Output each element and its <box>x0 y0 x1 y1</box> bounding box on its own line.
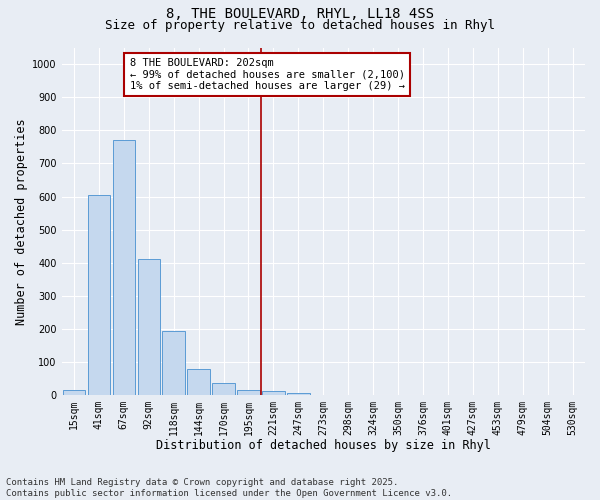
Bar <box>63 390 85 395</box>
Bar <box>137 260 160 395</box>
Text: Contains HM Land Registry data © Crown copyright and database right 2025.
Contai: Contains HM Land Registry data © Crown c… <box>6 478 452 498</box>
Bar <box>212 383 235 395</box>
Bar <box>88 195 110 395</box>
X-axis label: Distribution of detached houses by size in Rhyl: Distribution of detached houses by size … <box>156 440 491 452</box>
Bar <box>113 140 135 395</box>
Bar <box>312 394 334 395</box>
Y-axis label: Number of detached properties: Number of detached properties <box>15 118 28 324</box>
Bar <box>187 370 210 395</box>
Bar <box>163 332 185 395</box>
Bar <box>287 392 310 395</box>
Text: 8 THE BOULEVARD: 202sqm
← 99% of detached houses are smaller (2,100)
1% of semi-: 8 THE BOULEVARD: 202sqm ← 99% of detache… <box>130 58 404 91</box>
Text: Size of property relative to detached houses in Rhyl: Size of property relative to detached ho… <box>105 19 495 32</box>
Bar <box>262 391 284 395</box>
Bar <box>237 390 260 395</box>
Text: 8, THE BOULEVARD, RHYL, LL18 4SS: 8, THE BOULEVARD, RHYL, LL18 4SS <box>166 8 434 22</box>
